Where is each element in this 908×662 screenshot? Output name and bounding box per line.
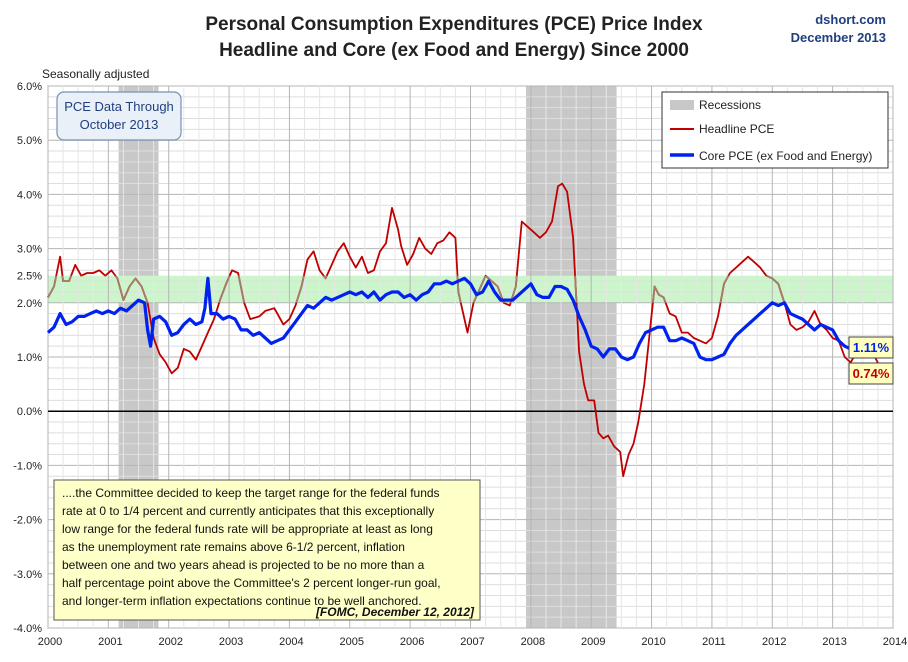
y-tick-label: 0.0%	[17, 406, 42, 418]
y-tick-label: 5.0%	[17, 135, 42, 147]
x-tick-label: 2009	[581, 636, 605, 648]
legend-label-recessions: Recessions	[699, 98, 761, 112]
end-label-core: 1.11%	[853, 340, 890, 355]
axis-labels-layer: -4.0% -3.0% -2.0% -1.0% 0.0% 1.0% 2.0% 3.0% 4.0%…	[13, 81, 907, 648]
y-tick-label: -1.0%	[13, 460, 42, 472]
x-tick-label: 2014	[883, 636, 907, 648]
end-label-core-box	[848, 336, 894, 359]
fomc-quote-box: ....the Committee decided to keep the ta…	[53, 479, 481, 621]
x-tick-label: 2002	[158, 636, 182, 648]
series-core-pce	[46, 276, 883, 362]
chart-title-line2: Headline and Core (ex Food and Energy) S…	[219, 40, 689, 61]
fomc-quote-line: and longer-term inflation expectations c…	[62, 594, 422, 608]
end-label-headline-group: 0.74%	[848, 362, 894, 385]
y-tick-label: 1.0%	[17, 352, 42, 364]
y-tick-label-extra: 2.5%	[17, 271, 42, 283]
fomc-quote-attribution: [FOMC, December 12, 2012]	[315, 605, 475, 619]
y-tick-label: 2.0%	[17, 298, 42, 310]
fomc-quote-line: between one and two years ahead is proje…	[62, 558, 425, 572]
x-tick-label: 2004	[279, 636, 303, 648]
y-tick-label: 3.0%	[17, 244, 42, 256]
y-tick-label: 4.0%	[17, 189, 42, 201]
data-through-line1: PCE Data Through	[64, 99, 174, 114]
legend: Recessions Headline PCE Core PCE (ex Foo…	[661, 91, 889, 169]
x-tick-label: 2010	[641, 636, 665, 648]
x-tick-label: 2007	[460, 636, 484, 648]
legend-label-headline: Headline PCE	[699, 122, 774, 136]
x-tick-label: 2003	[219, 636, 243, 648]
y-tick-label: -2.0%	[13, 515, 42, 527]
legend-label-core: Core PCE (ex Food and Energy)	[699, 149, 872, 163]
y-tick-label: -3.0%	[13, 569, 42, 581]
y-tick-label: -4.0%	[13, 623, 42, 635]
fomc-quote-bg	[53, 479, 481, 621]
series-layer	[46, 182, 883, 478]
data-through-box-bg	[56, 91, 182, 141]
x-tick-label: 2013	[822, 636, 846, 648]
legend-swatch-recessions	[670, 100, 694, 110]
x-tick-label: 2000	[38, 636, 62, 648]
y-tick-label: 6.0%	[17, 81, 42, 93]
legend-box	[661, 91, 889, 169]
series-headline-pce-in-band	[48, 275, 786, 303]
data-through-line2: October 2013	[80, 117, 159, 132]
x-tick-label: 2006	[400, 636, 424, 648]
chart-title-line1: Personal Consumption Expenditures (PCE) …	[205, 14, 703, 35]
fomc-quote-line: half percentage point above the Committe…	[62, 576, 441, 590]
fomc-quote-line: rate at 0 to 1/4 percent and currently a…	[62, 504, 434, 518]
source-label: dshort.com	[815, 12, 886, 27]
x-tick-label: 2012	[762, 636, 786, 648]
x-tick-label: 2001	[98, 636, 122, 648]
x-tick-label: 2005	[340, 636, 364, 648]
end-label-headline: 0.74%	[853, 366, 890, 381]
data-through-box: PCE Data Through October 2013	[56, 91, 182, 141]
x-tick-label: 2011	[702, 636, 726, 648]
source-date: December 2013	[791, 30, 886, 45]
fomc-quote-line: ....the Committee decided to keep the ta…	[62, 486, 440, 500]
fomc-quote-line: as the unemployment rate remains above 6…	[62, 540, 405, 554]
x-tick-label: 2008	[521, 636, 545, 648]
end-label-core-group: 1.11%	[848, 336, 894, 359]
fomc-quote-line: low range for the federal funds rate wil…	[62, 522, 433, 536]
end-label-headline-box	[848, 362, 894, 385]
seasonal-note: Seasonally adjusted	[42, 67, 149, 81]
